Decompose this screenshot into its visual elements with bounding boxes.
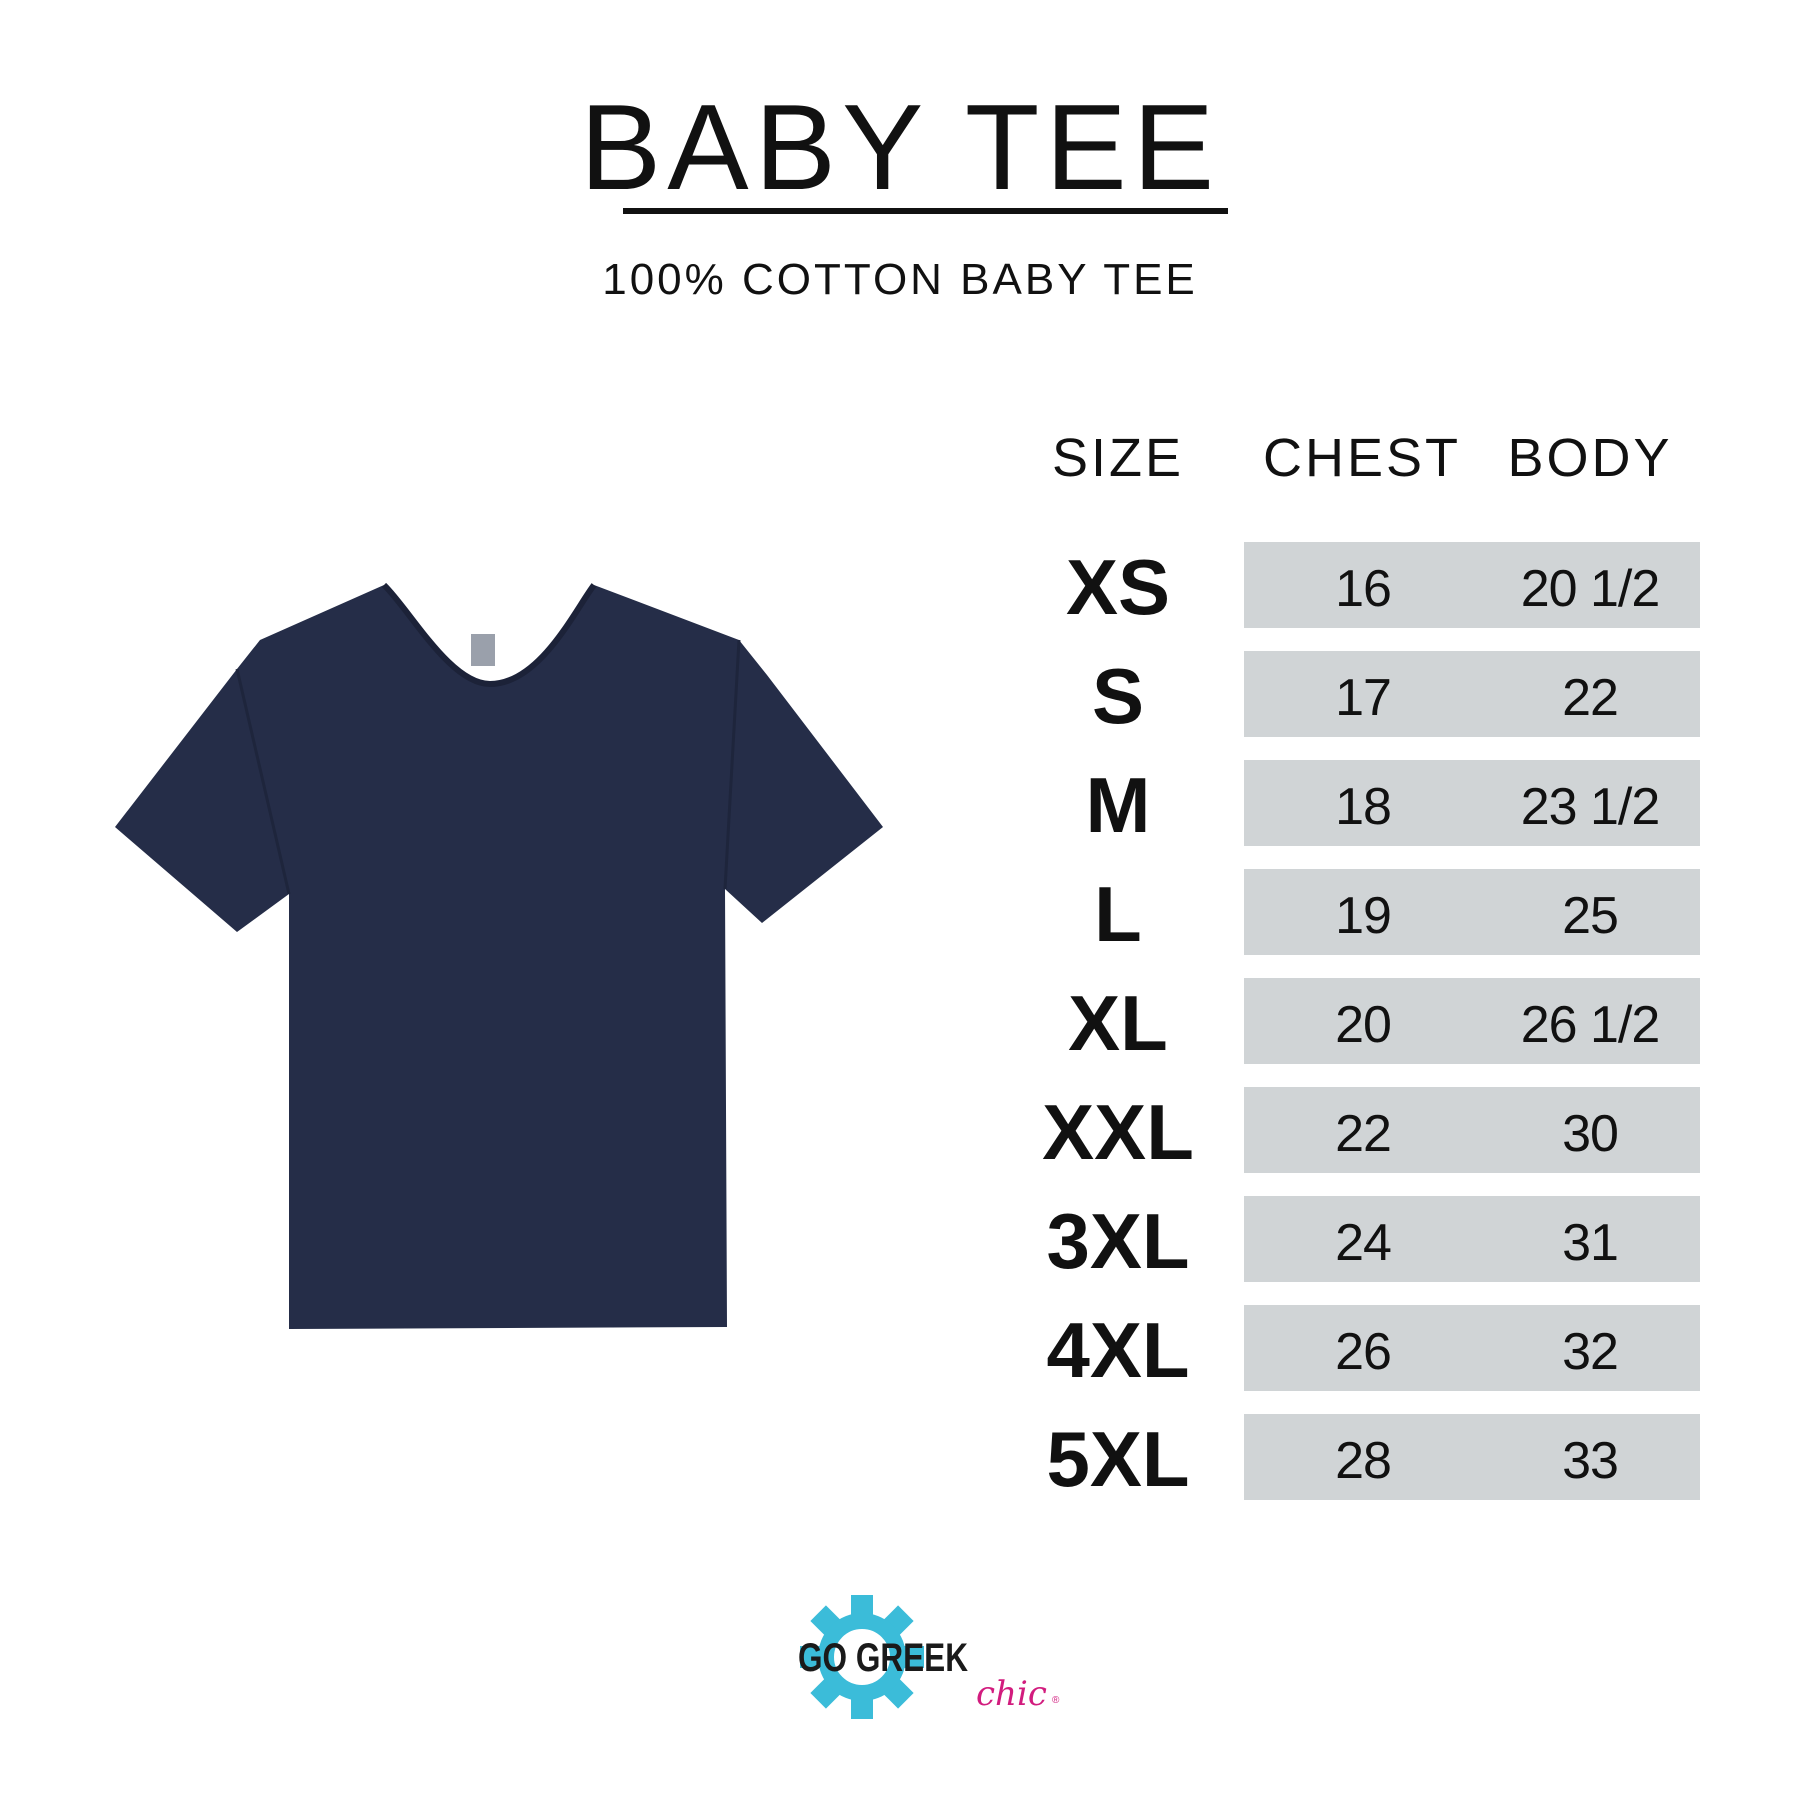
body-value: 30 bbox=[1562, 1105, 1619, 1163]
chest-value: 17 bbox=[1335, 669, 1392, 727]
size-row: XL 20 26 1/2 bbox=[1000, 978, 1720, 1067]
gear-icon bbox=[800, 1595, 924, 1719]
size-label: S bbox=[1091, 652, 1145, 740]
tshirt-image bbox=[115, 582, 883, 1329]
column-header-chest: CHEST bbox=[1262, 428, 1461, 488]
body-value: 26 1/2 bbox=[1520, 996, 1661, 1054]
body-value: 23 1/2 bbox=[1520, 778, 1661, 836]
page-title: BABY TEE bbox=[579, 79, 1221, 215]
measurement-cell-background bbox=[1244, 1196, 1700, 1282]
chest-value: 24 bbox=[1335, 1214, 1392, 1272]
measurement-cell-background bbox=[1244, 1087, 1700, 1173]
measurement-cell-background bbox=[1244, 978, 1700, 1064]
size-row: M 18 23 1/2 bbox=[1000, 760, 1720, 849]
body-value: 22 bbox=[1562, 669, 1619, 727]
measurement-cell-background bbox=[1244, 1305, 1700, 1391]
logo-text: GO GREEK bbox=[798, 1636, 968, 1680]
measurement-cell-background bbox=[1244, 542, 1700, 628]
size-row: XXL 22 30 bbox=[1000, 1087, 1720, 1176]
size-label: 3XL bbox=[1046, 1197, 1190, 1285]
size-label: 4XL bbox=[1046, 1306, 1190, 1394]
size-label: M bbox=[1085, 761, 1151, 849]
chest-value: 28 bbox=[1335, 1432, 1392, 1490]
page-subtitle: 100% COTTON BABY TEE bbox=[602, 255, 1198, 304]
go-greek-chic-logo: GO GREEK chic ® bbox=[798, 1595, 1060, 1719]
chest-value: 22 bbox=[1335, 1105, 1392, 1163]
chest-value: 19 bbox=[1335, 887, 1392, 945]
size-label: L bbox=[1094, 870, 1142, 958]
chest-value: 26 bbox=[1335, 1323, 1392, 1381]
size-row: S 17 22 bbox=[1000, 651, 1720, 740]
body-value: 32 bbox=[1562, 1323, 1619, 1381]
chest-value: 20 bbox=[1335, 996, 1392, 1054]
measurement-cell-background bbox=[1244, 651, 1700, 737]
size-row: 3XL 24 31 bbox=[1000, 1196, 1720, 1285]
size-row: L 19 25 bbox=[1000, 869, 1720, 958]
measurement-cell-background bbox=[1244, 869, 1700, 955]
chest-value: 16 bbox=[1335, 560, 1392, 618]
body-value: 33 bbox=[1562, 1432, 1619, 1490]
body-value: 25 bbox=[1562, 887, 1619, 945]
size-row: 4XL 26 32 bbox=[1000, 1305, 1720, 1394]
size-label: XXL bbox=[1042, 1088, 1194, 1176]
body-value: 31 bbox=[1562, 1214, 1619, 1272]
column-header-body: BODY bbox=[1507, 428, 1673, 488]
logo-registered: ® bbox=[1052, 1695, 1060, 1706]
size-row: 5XL 28 33 bbox=[1000, 1414, 1720, 1503]
size-label: XS bbox=[1065, 543, 1171, 631]
column-header-size: SIZE bbox=[1051, 428, 1185, 488]
size-row: XS 16 20 1/2 bbox=[1000, 542, 1720, 631]
size-label: 5XL bbox=[1046, 1415, 1190, 1503]
chest-value: 18 bbox=[1335, 778, 1392, 836]
title-underline bbox=[623, 208, 1228, 214]
logo-script: chic bbox=[976, 1674, 1047, 1714]
body-value: 20 1/2 bbox=[1520, 560, 1661, 618]
measurement-cell-background bbox=[1244, 760, 1700, 846]
size-label: XL bbox=[1068, 979, 1168, 1067]
measurement-cell-background bbox=[1244, 1414, 1700, 1500]
